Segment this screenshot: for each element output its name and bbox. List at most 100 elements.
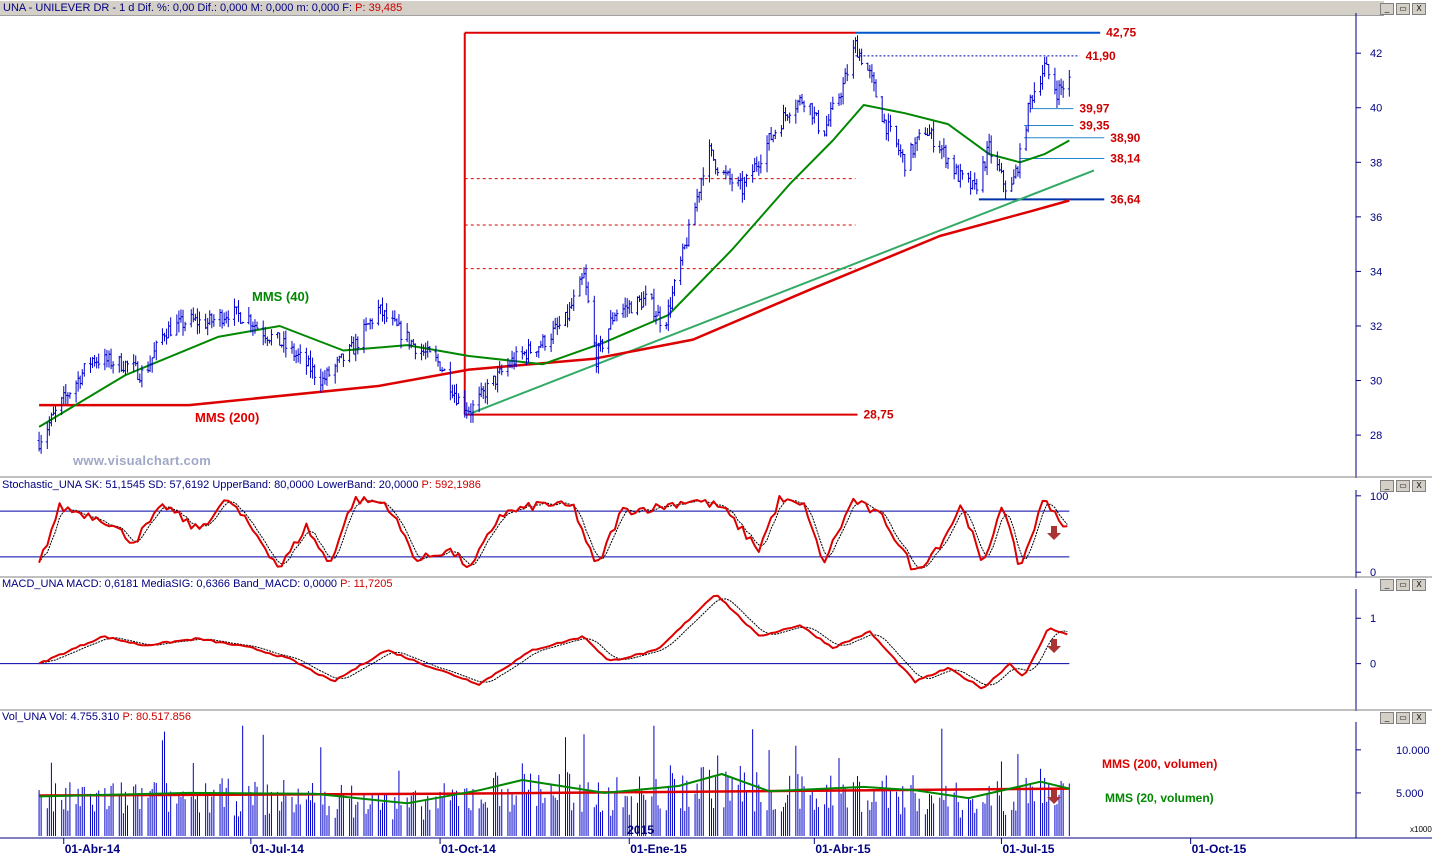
price-bar (208, 310, 212, 326)
price-bar (940, 145, 944, 160)
close-icon[interactable]: X (1412, 480, 1426, 492)
price-bar (179, 309, 183, 323)
price-bar (664, 322, 668, 330)
price-bar (177, 310, 181, 333)
volume-down-arrow-icon (1047, 790, 1061, 804)
price-bar (220, 309, 224, 329)
main-pane-last-price: P: 39,485 (355, 2, 403, 14)
price-bar (296, 348, 300, 363)
minimize-icon[interactable]: _ (1380, 480, 1394, 492)
stochastic-sk-line (38, 495, 1068, 571)
price-bar (383, 309, 387, 325)
price-bar (442, 368, 446, 371)
price-bar (319, 368, 323, 393)
price-bar (261, 320, 265, 346)
price-bar (255, 321, 259, 329)
close-icon[interactable]: X (1412, 579, 1426, 591)
price-bar (716, 167, 720, 176)
time-axis-label: 01-Abr-14 (65, 842, 121, 856)
price-bar (714, 159, 718, 175)
price-bar (672, 279, 676, 297)
price-bar (946, 157, 950, 169)
price-bar (812, 106, 816, 124)
volume-mms200-label: MMS (200, volumen) (1102, 757, 1217, 771)
restore-icon[interactable]: ▭ (1396, 579, 1410, 591)
level-label: 38,90 (1110, 131, 1140, 145)
minimize-icon[interactable]: _ (1380, 3, 1394, 15)
price-bar (1055, 80, 1059, 108)
macd-signal-line (38, 598, 1068, 686)
price-bar (68, 392, 72, 399)
price-bar (212, 314, 216, 327)
price-bar (1053, 67, 1057, 95)
price-bar (627, 300, 631, 314)
volume-pane-header: Vol_UNA Vol: 4.755.310 P: 80.517.856 (2, 711, 191, 723)
price-bar (644, 285, 648, 306)
restore-icon[interactable]: ▭ (1396, 480, 1410, 492)
price-axis-label: 38 (1370, 157, 1382, 169)
price-bar (218, 309, 222, 327)
price-bar (520, 346, 524, 360)
price-bar (566, 304, 570, 328)
price-bar (1002, 169, 1006, 193)
restore-icon[interactable]: ▭ (1396, 3, 1410, 15)
minimize-icon[interactable]: _ (1380, 579, 1394, 591)
price-bar (97, 353, 101, 369)
price-bar (773, 129, 777, 140)
restore-icon[interactable]: ▭ (1396, 712, 1410, 724)
price-bar (839, 92, 843, 106)
price-bar (1047, 64, 1051, 80)
price-bar (407, 331, 411, 350)
price-bar (866, 62, 870, 71)
price-bar (39, 434, 43, 454)
price-bar (753, 157, 757, 173)
price-bar (969, 170, 973, 195)
price-bar (693, 202, 697, 225)
price-bar (88, 357, 92, 374)
price-bar (917, 129, 921, 141)
price-bar (670, 285, 674, 310)
price-bar (543, 334, 547, 351)
price-bar (420, 343, 424, 361)
price-bar (728, 168, 732, 185)
price-bar (1067, 70, 1071, 97)
price-bar (856, 35, 860, 58)
price-bar (788, 112, 792, 124)
price-bar (884, 119, 888, 141)
price-bar (654, 310, 658, 325)
price-bar (568, 301, 572, 322)
price-bar (494, 375, 498, 390)
price-bar (629, 301, 633, 314)
price-bar (956, 164, 960, 182)
price-bar (1026, 102, 1030, 133)
price-bar (191, 307, 195, 323)
price-bar (930, 127, 934, 139)
volume-unit-label: x1000 (1410, 825, 1432, 834)
price-bar (195, 308, 199, 335)
minimize-icon[interactable]: _ (1380, 712, 1394, 724)
price-axis-label: 28 (1370, 430, 1382, 442)
price-bar (1032, 82, 1036, 104)
price-bar (765, 135, 769, 173)
price-bar (522, 351, 526, 356)
price-bar (870, 64, 874, 83)
price-bar (841, 77, 845, 105)
level-label: 41,90 (1086, 49, 1116, 63)
price-bar (594, 334, 598, 373)
close-icon[interactable]: X (1412, 3, 1426, 15)
price-bar (138, 373, 142, 384)
close-icon[interactable]: X (1412, 712, 1426, 724)
macd-axis-label: 0 (1370, 659, 1376, 671)
price-bar (298, 344, 302, 364)
price-bar (995, 151, 999, 171)
volume-mms20-line (39, 773, 1070, 805)
price-bar (197, 311, 201, 334)
price-bar (160, 328, 164, 345)
price-axis-label: 42 (1370, 48, 1382, 60)
price-bar (740, 171, 744, 203)
price-bar (163, 332, 167, 342)
macd-pane-header: MACD_UNA MACD: 0,6181 MediaSIG: 0,6366 B… (2, 578, 393, 590)
price-bar (549, 333, 553, 353)
macd-axis-label: 1 (1370, 613, 1376, 625)
